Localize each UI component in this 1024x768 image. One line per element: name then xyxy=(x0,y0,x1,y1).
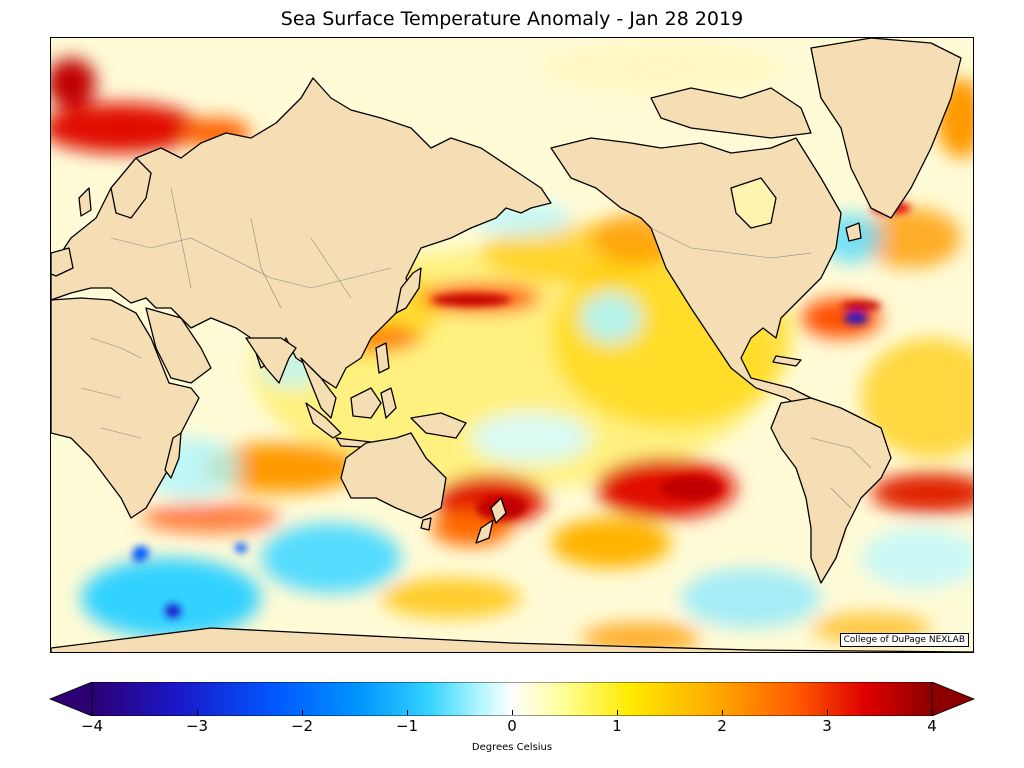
colorbar-tick-mark xyxy=(407,710,408,715)
colorbar-tick-label: 1 xyxy=(612,717,622,735)
australia xyxy=(340,432,447,519)
colorbar-tick-label: 4 xyxy=(927,717,937,735)
colorbar-tick-mark xyxy=(197,710,198,715)
map-svg xyxy=(51,38,973,652)
colorbar-tick-label: −1 xyxy=(395,717,419,735)
political-borders xyxy=(80,187,872,509)
iberia xyxy=(51,247,74,277)
new-zealand xyxy=(475,497,507,544)
japan xyxy=(395,267,422,314)
chart-title: Sea Surface Temperature Anomaly - Jan 28… xyxy=(280,8,744,30)
land xyxy=(51,38,973,652)
colorbar-tick-label: 0 xyxy=(507,717,517,735)
colorbar-tick-mark xyxy=(932,710,933,715)
anomaly-field xyxy=(51,38,973,652)
colorbar-tick-label: −3 xyxy=(185,717,209,735)
arabia xyxy=(145,307,212,384)
colorbar-tick-mark xyxy=(512,710,513,715)
colorbar-extend-high xyxy=(931,682,976,716)
arctic-islands xyxy=(650,87,812,139)
sulawesi xyxy=(380,387,397,419)
philippines xyxy=(375,342,390,374)
antarctica xyxy=(51,627,973,652)
colorbar-extend-low xyxy=(48,682,93,716)
colorbar-tick-mark xyxy=(92,710,93,715)
credit-label: College of DuPage NEXLAB xyxy=(839,633,969,647)
colorbar-tick-mark xyxy=(302,710,303,715)
newfoundland xyxy=(845,222,862,242)
colorbar-tick-label: 2 xyxy=(717,717,727,735)
south-america xyxy=(770,397,892,584)
tasmania xyxy=(420,517,432,531)
scandinavia xyxy=(110,157,152,219)
colorbar-tick-mark xyxy=(617,710,618,715)
madagascar xyxy=(164,432,182,479)
colorbar-tick-mark xyxy=(722,710,723,715)
colorbar-tick-label: −2 xyxy=(290,717,314,735)
cuba xyxy=(772,355,802,367)
colorbar-label: Degrees Celsius xyxy=(471,742,553,753)
greenland xyxy=(810,38,962,219)
borneo xyxy=(350,387,382,419)
map-panel: College of DuPage NEXLAB xyxy=(50,37,974,653)
hudson-bay xyxy=(730,177,777,229)
colorbar-tick-label: 3 xyxy=(822,717,832,735)
colorbar-tick-mark xyxy=(827,710,828,715)
sumatra xyxy=(305,402,342,439)
indochina xyxy=(300,357,337,419)
eurasia xyxy=(51,77,552,389)
uk xyxy=(78,187,92,217)
india xyxy=(245,337,297,384)
new-guinea xyxy=(410,412,467,439)
colorbar-tick-label: −4 xyxy=(80,717,104,735)
